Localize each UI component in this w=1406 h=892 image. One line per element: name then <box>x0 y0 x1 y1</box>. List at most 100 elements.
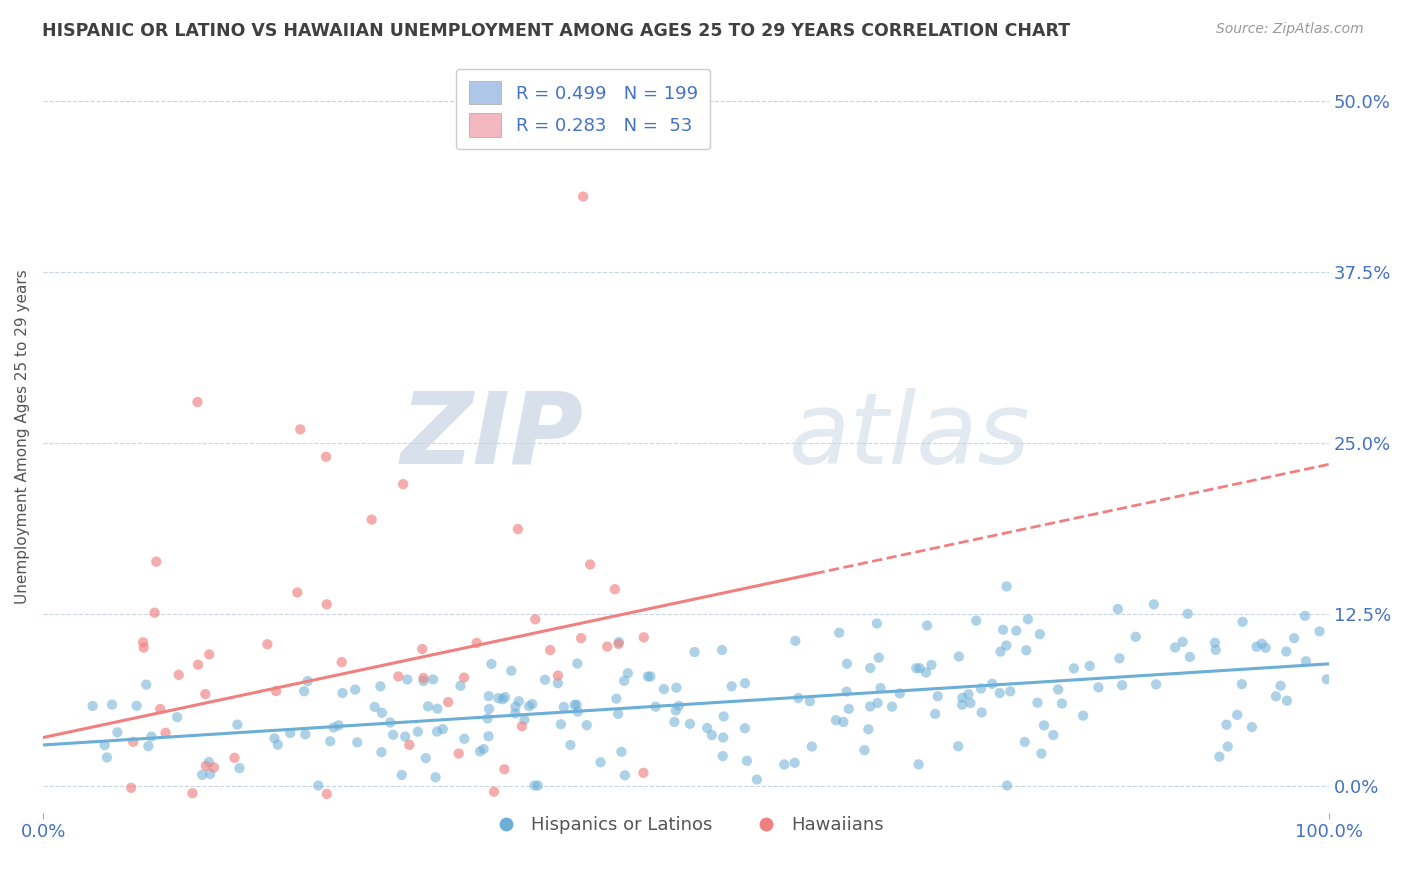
Point <box>1205 642 1227 657</box>
Point <box>149 702 172 716</box>
Point <box>132 640 155 655</box>
Point <box>1111 678 1133 692</box>
Point <box>382 728 405 742</box>
Point <box>278 726 301 740</box>
Point <box>1144 677 1167 691</box>
Point <box>450 679 472 693</box>
Point <box>517 699 540 714</box>
Point <box>491 692 513 706</box>
Point <box>322 721 344 735</box>
Point <box>800 739 823 754</box>
Point <box>166 710 188 724</box>
Point <box>633 765 655 780</box>
Point <box>607 637 630 651</box>
Point <box>572 189 595 203</box>
Point <box>1254 640 1277 655</box>
Point <box>307 779 329 793</box>
Point <box>181 786 204 800</box>
Point <box>957 687 980 701</box>
Point <box>433 820 456 834</box>
Text: Source: ZipAtlas.com: Source: ZipAtlas.com <box>1216 22 1364 37</box>
Point <box>745 772 768 787</box>
Point <box>565 698 588 712</box>
Point <box>1316 673 1339 687</box>
Point <box>513 713 536 727</box>
Point <box>135 820 157 834</box>
Point <box>853 743 876 757</box>
Point <box>1250 637 1272 651</box>
Point <box>412 674 434 689</box>
Point <box>1026 696 1049 710</box>
Point <box>508 694 530 708</box>
Point <box>138 739 160 753</box>
Point <box>125 698 148 713</box>
Point <box>1033 718 1056 732</box>
Point <box>603 582 626 597</box>
Point <box>787 691 810 706</box>
Point <box>269 820 291 834</box>
Point <box>478 689 501 703</box>
Point <box>166 820 188 834</box>
Point <box>141 730 163 744</box>
Point <box>510 719 533 733</box>
Point <box>1078 658 1101 673</box>
Point <box>605 691 627 706</box>
Point <box>1282 631 1305 645</box>
Point <box>988 686 1011 700</box>
Point <box>924 706 946 721</box>
Point <box>785 633 807 648</box>
Point <box>198 767 221 781</box>
Point <box>1275 693 1298 707</box>
Point <box>406 724 429 739</box>
Point <box>995 639 1018 653</box>
Point <box>465 636 488 650</box>
Point <box>120 780 142 795</box>
Point <box>398 738 420 752</box>
Point <box>825 713 848 727</box>
Point <box>93 738 115 752</box>
Point <box>527 779 550 793</box>
Point <box>683 645 706 659</box>
Point <box>228 761 250 775</box>
Point <box>711 731 734 745</box>
Point <box>191 768 214 782</box>
Point <box>907 757 929 772</box>
Point <box>713 709 735 723</box>
Text: atlas: atlas <box>789 388 1031 484</box>
Point <box>297 674 319 689</box>
Point <box>256 637 278 651</box>
Point <box>224 750 246 764</box>
Point <box>1087 681 1109 695</box>
Point <box>607 706 630 721</box>
Point <box>1125 630 1147 644</box>
Point <box>437 695 460 709</box>
Point <box>418 699 440 714</box>
Point <box>478 702 501 716</box>
Point <box>392 477 415 491</box>
Point <box>567 657 589 671</box>
Point <box>734 721 756 735</box>
Point <box>1015 643 1038 657</box>
Point <box>155 726 177 740</box>
Point <box>990 644 1012 658</box>
Point <box>948 739 970 754</box>
Point <box>828 625 851 640</box>
Point <box>575 718 598 732</box>
Point <box>1071 708 1094 723</box>
Point <box>226 717 249 731</box>
Point <box>391 768 413 782</box>
Point <box>292 684 315 698</box>
Point <box>1029 627 1052 641</box>
Point <box>426 724 449 739</box>
Point <box>965 614 987 628</box>
Point <box>198 648 221 662</box>
Point <box>1005 624 1028 638</box>
Point <box>82 698 104 713</box>
Point <box>235 820 257 834</box>
Point <box>501 664 523 678</box>
Point <box>1178 649 1201 664</box>
Point <box>453 671 475 685</box>
Point <box>186 395 208 409</box>
Point <box>1232 615 1254 629</box>
Point <box>908 661 931 675</box>
